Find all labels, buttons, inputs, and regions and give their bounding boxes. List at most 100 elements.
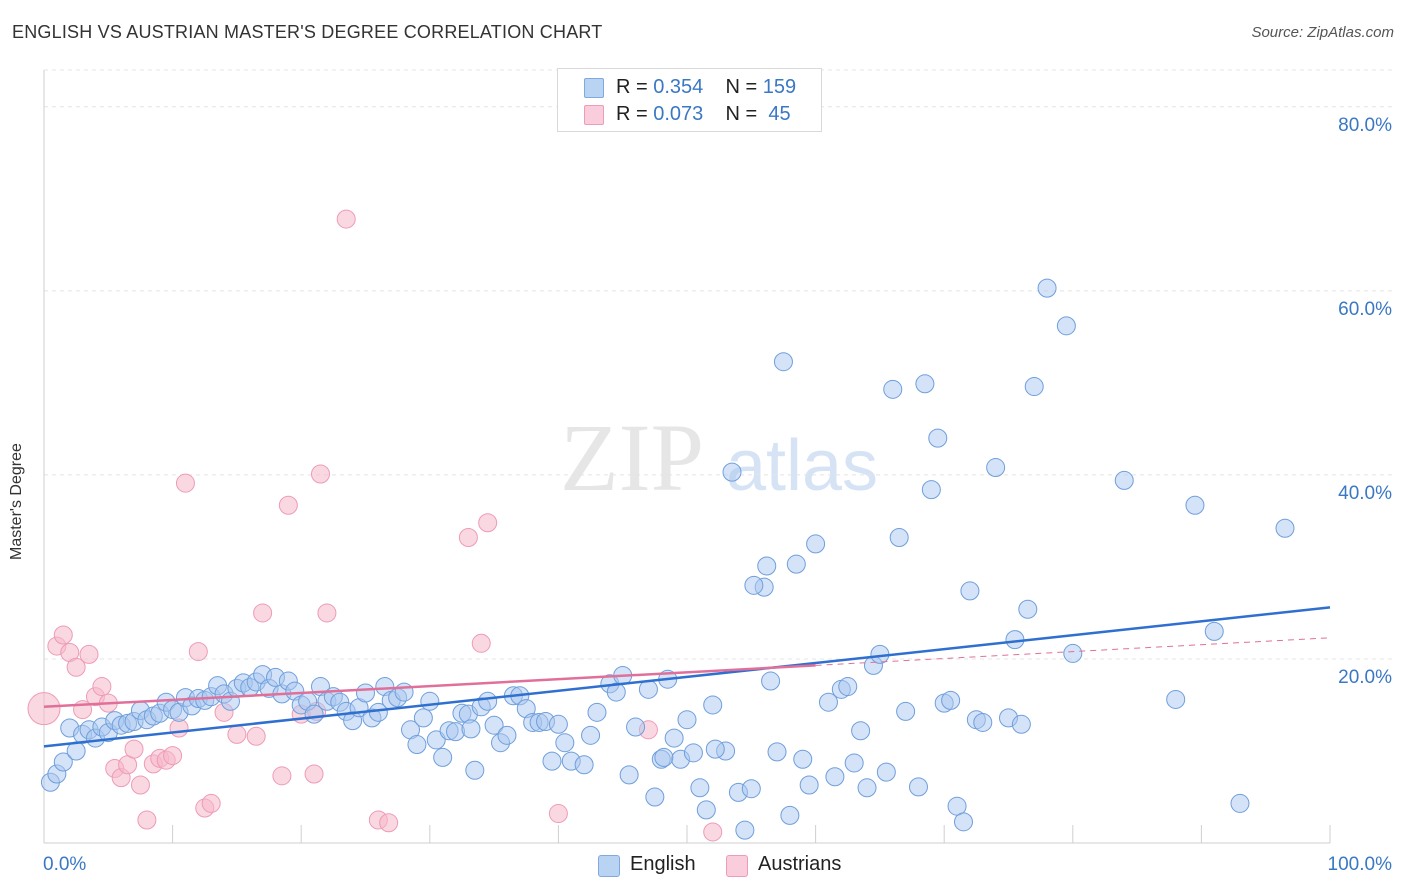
trend-lines	[43, 606, 1331, 748]
legend-n-label: N =	[725, 103, 758, 125]
english-point	[638, 679, 658, 699]
english-point	[407, 735, 427, 755]
austrians-point	[27, 692, 61, 726]
english-point	[780, 805, 800, 825]
gridlines	[44, 69, 1392, 660]
austrians-points	[27, 209, 723, 842]
english-point	[478, 691, 498, 711]
legend-n-value: 45	[762, 103, 791, 125]
english-point	[1204, 621, 1224, 641]
austrians-point	[304, 764, 324, 784]
english-point	[806, 534, 826, 554]
legend-swatch-english	[584, 78, 604, 98]
english-point	[773, 352, 793, 372]
watermark-atlas: atlas	[726, 426, 878, 506]
english-point	[465, 760, 485, 780]
english-point	[844, 753, 864, 773]
bottom-legend-swatch-austrians	[726, 855, 748, 877]
austrians-point	[458, 527, 478, 547]
english-point	[838, 677, 858, 697]
austrians-point	[227, 724, 247, 744]
austrians-point	[188, 642, 208, 662]
english-point	[883, 379, 903, 399]
austrians-point	[471, 633, 491, 653]
english-point	[542, 751, 562, 771]
english-point	[896, 701, 916, 721]
english-point	[761, 671, 781, 691]
y-tick-labels: 20.0% 40.0% 60.0% 80.0%	[1338, 115, 1392, 688]
austrians-point	[137, 810, 157, 830]
english-point	[818, 692, 838, 712]
english-point	[915, 374, 935, 394]
english-point	[420, 691, 440, 711]
english-point	[548, 714, 568, 734]
english-point	[413, 708, 433, 728]
english-point	[1018, 599, 1038, 619]
y-tick-label: 80.0%	[1338, 115, 1392, 136]
english-point	[1185, 495, 1205, 515]
english-point	[741, 779, 761, 799]
english-point	[683, 743, 703, 763]
english-point	[690, 778, 710, 798]
english-point	[394, 682, 414, 702]
austrians-point	[548, 804, 568, 824]
english-point	[941, 690, 961, 710]
austrians-point	[53, 625, 73, 645]
austrians-point	[253, 603, 273, 623]
english-point	[1011, 714, 1031, 734]
english-point	[703, 695, 723, 715]
austrians-point	[336, 209, 356, 229]
english-point	[825, 767, 845, 787]
bottom-legend-label-austrians: Austrians	[758, 853, 842, 875]
english-point	[889, 527, 909, 547]
legend-n-label: N =	[725, 76, 758, 98]
english-point	[555, 733, 575, 753]
austrians-point	[379, 813, 399, 833]
bottom-legend-label-english: English	[630, 853, 696, 875]
english-point	[1056, 316, 1076, 336]
austrians-point	[272, 766, 292, 786]
austrians-trend-extension	[815, 637, 1331, 666]
legend-r-label: R =	[616, 76, 648, 98]
english-point	[645, 787, 665, 807]
english-point	[574, 755, 594, 775]
english-trend-line	[43, 606, 1331, 748]
english-point	[484, 715, 504, 735]
english-point	[799, 775, 819, 795]
y-tick-label: 20.0%	[1338, 667, 1392, 688]
austrians-point	[130, 775, 150, 795]
english-point	[53, 752, 73, 772]
english-point	[619, 765, 639, 785]
austrians-point	[79, 644, 99, 664]
english-point	[953, 812, 973, 832]
english-points	[40, 278, 1295, 840]
english-point	[735, 820, 755, 840]
austrians-point	[703, 822, 723, 842]
english-point	[446, 722, 466, 742]
english-point	[705, 739, 725, 759]
english-point	[744, 575, 764, 595]
english-point	[426, 730, 446, 750]
legend-n-value: 159	[762, 76, 797, 98]
english-point	[1063, 643, 1083, 663]
english-point	[1166, 689, 1186, 709]
english-point	[433, 747, 453, 767]
english-point	[960, 581, 980, 601]
watermark-zip: ZIP	[560, 404, 704, 511]
english-point	[767, 742, 787, 762]
austrians-point	[124, 739, 144, 759]
austrians-point	[246, 726, 266, 746]
english-point	[587, 702, 607, 722]
legend-r-label: R =	[616, 103, 648, 125]
austrians-point	[175, 473, 195, 493]
english-point	[461, 719, 481, 739]
english-point	[356, 683, 375, 703]
english-point	[851, 721, 871, 741]
austrians-point	[201, 793, 221, 813]
source-label: Source: ZipAtlas.com	[1251, 24, 1394, 41]
english-point	[986, 458, 1006, 478]
legend-r-value: 0.073	[653, 103, 704, 125]
x-tick-label-end: 100.0%	[1328, 854, 1393, 875]
english-point	[1275, 518, 1295, 538]
